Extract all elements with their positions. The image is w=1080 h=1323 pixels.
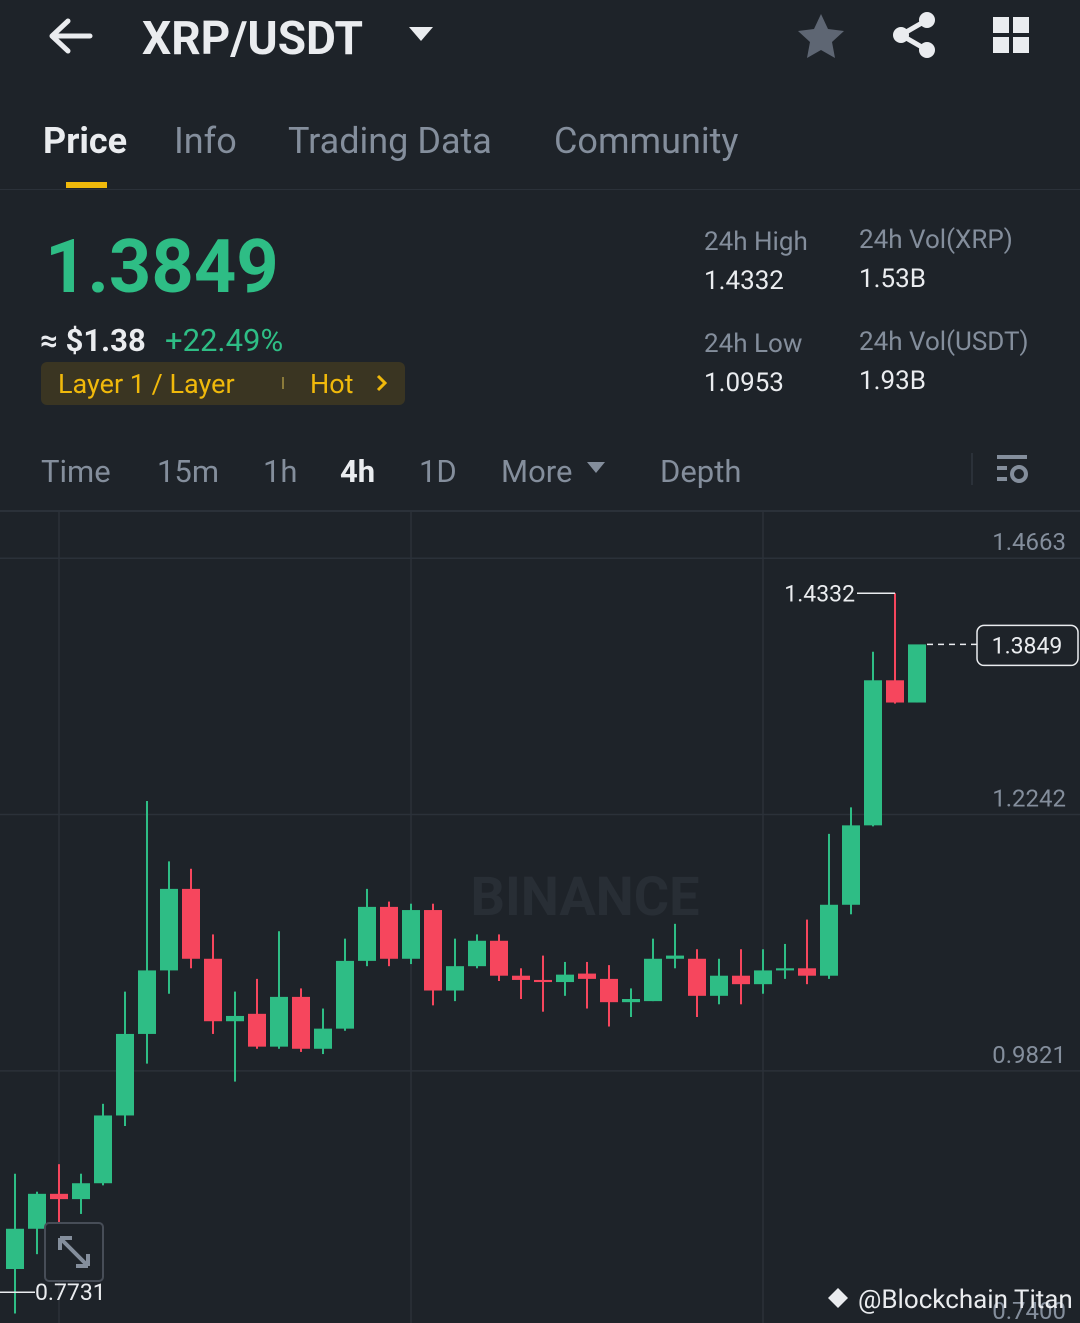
divider	[971, 453, 973, 485]
divider	[0, 510, 1080, 512]
candle-body	[270, 996, 288, 1047]
candle-body	[886, 680, 904, 703]
candle-body	[688, 958, 706, 996]
last-price-label: 1.3849	[992, 632, 1063, 659]
candle-body	[248, 1013, 266, 1047]
candle-body	[138, 970, 156, 1034]
stat-value: 1.53B	[859, 264, 926, 294]
candle-body	[666, 955, 684, 959]
stat-value: 1.4332	[704, 266, 784, 296]
candle-body	[644, 958, 662, 1002]
tab[interactable]: Trading Data	[288, 120, 492, 162]
last-price-box	[976, 624, 1079, 667]
stat-label: 24h Low	[704, 329, 802, 359]
candle-body	[820, 904, 838, 976]
last-price: 1.3849	[45, 224, 279, 311]
pair-dropdown[interactable]	[409, 27, 433, 41]
stat-label: 24h Vol(USDT)	[859, 327, 1029, 357]
interval[interactable]: 15m	[157, 453, 219, 490]
more-dropdown[interactable]	[587, 462, 605, 473]
candle-body	[908, 644, 926, 703]
candle-body	[336, 960, 354, 1029]
candle-body	[292, 996, 310, 1049]
interval[interactable]: 1h	[263, 453, 298, 490]
tab-indicator	[66, 182, 107, 188]
pair-title[interactable]: XRP/USDT	[142, 12, 363, 66]
tab-active[interactable]: Price	[43, 120, 127, 162]
y-tick-label: 0.7400	[992, 1297, 1066, 1323]
candle-body	[732, 975, 750, 985]
candle-body	[314, 1028, 332, 1049]
candle-body	[600, 978, 618, 1003]
grid-icon[interactable]	[993, 17, 1029, 53]
candle-body	[402, 910, 420, 959]
candle-body	[622, 999, 640, 1003]
stat-label: 24h Vol(XRP)	[859, 225, 1013, 255]
price-usd: ≈ $1.38	[40, 322, 146, 359]
candlestick-chart: 1.4663 1.2242 0.9821 0.7400 1.4332 1.3849 0.77…	[0, 528, 1080, 1323]
candle-body	[160, 888, 178, 971]
candle-body	[776, 968, 794, 971]
low-label: 0.7731	[35, 1279, 106, 1306]
stat-value: 1.93B	[859, 366, 926, 396]
candle-body	[50, 1193, 68, 1200]
y-tick-label: 0.9821	[992, 1041, 1066, 1069]
chart-settings-icon[interactable]	[997, 455, 1028, 483]
share-icon[interactable]	[893, 12, 935, 58]
tag[interactable]: Hot	[310, 368, 354, 400]
y-tick-label: 1.4663	[992, 528, 1066, 556]
chart-watermark: BINANCE	[471, 866, 700, 929]
candle-body	[842, 825, 860, 905]
high-label: 1.4332	[784, 580, 855, 607]
y-tick-label: 1.2242	[992, 785, 1066, 813]
divider	[0, 189, 1080, 190]
candle-body	[864, 680, 882, 826]
candle-body	[710, 975, 728, 996]
candle-body	[182, 888, 200, 959]
candle-body	[204, 958, 222, 1022]
candle-body	[754, 970, 772, 985]
candle-body	[534, 979, 552, 983]
stat-label: 24h High	[704, 227, 808, 257]
candle-body	[72, 1183, 90, 1200]
candle-body	[28, 1193, 46, 1229]
interval[interactable]: Depth	[660, 453, 741, 490]
tag-arrow	[376, 374, 388, 392]
candle-body	[556, 974, 574, 983]
tab[interactable]: Community	[554, 120, 738, 162]
candle-body	[94, 1115, 112, 1184]
tag[interactable]: Layer 1 / Layer	[58, 368, 235, 400]
interval[interactable]: Time	[41, 453, 111, 490]
candle-body	[468, 940, 486, 967]
watermark-icon	[828, 1288, 848, 1308]
candle-body	[424, 910, 442, 991]
interval[interactable]: 1D	[419, 453, 457, 490]
tag-separator	[282, 377, 284, 389]
candle-body	[380, 906, 398, 959]
candle-body	[446, 966, 464, 991]
expand-icon	[58, 1236, 90, 1268]
candle-body	[116, 1033, 134, 1116]
favorite-icon[interactable]	[798, 14, 844, 58]
interval[interactable]: More	[501, 453, 572, 490]
candle-body	[578, 973, 596, 979]
back-button[interactable]	[49, 18, 93, 54]
candle-body	[490, 940, 508, 976]
candle-body	[226, 1015, 244, 1022]
interval-active[interactable]: 4h	[340, 453, 375, 490]
candle-body	[358, 906, 376, 961]
price-change: +22.49%	[165, 322, 283, 359]
candle-body	[6, 1228, 24, 1269]
tab[interactable]: Info	[174, 120, 237, 162]
candle-body	[798, 968, 816, 976]
stat-value: 1.0953	[704, 368, 784, 398]
watermark: @Blockchain Titan	[858, 1285, 1073, 1315]
candle-body	[512, 975, 530, 980]
tag-box[interactable]	[41, 362, 405, 405]
